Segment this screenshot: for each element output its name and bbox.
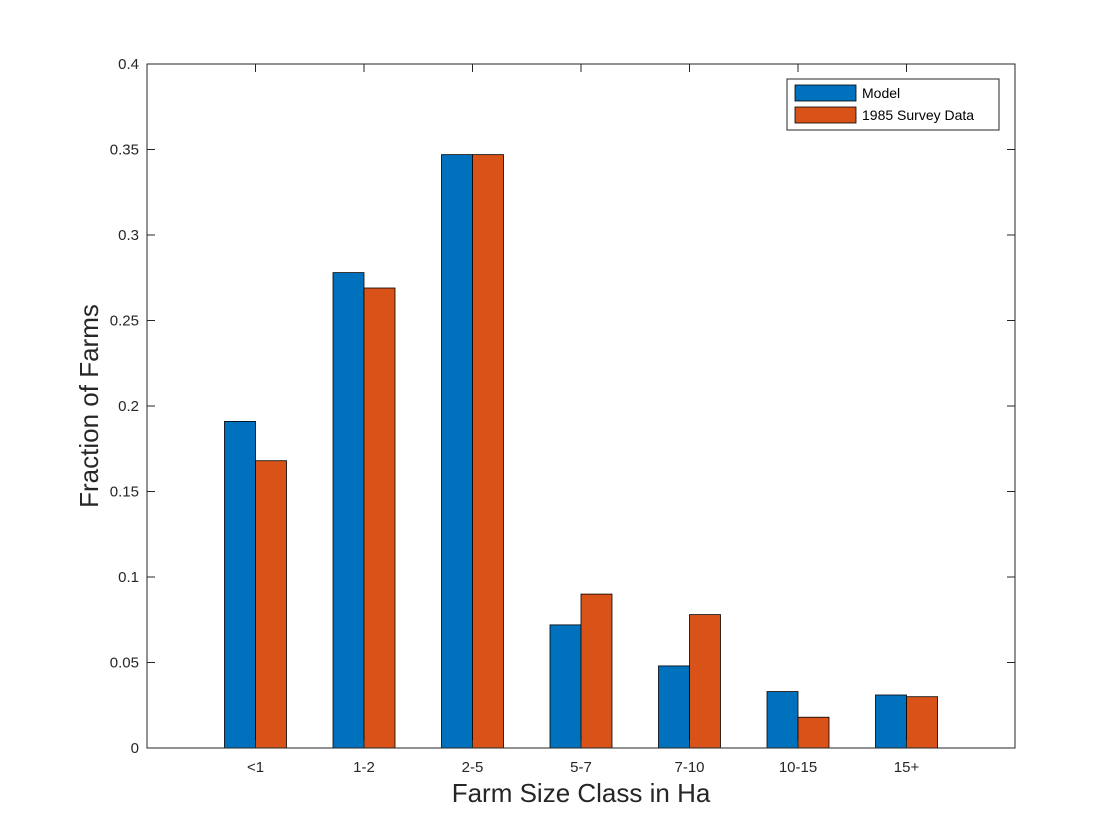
y-tick-label: 0.05 (110, 655, 139, 672)
bar-survey-2 (472, 154, 504, 749)
x-axis-title: Farm Size Class in Ha (452, 778, 711, 808)
x-tick-label: 2-5 (462, 759, 484, 776)
bar-model-6 (875, 694, 907, 749)
bar-survey-0 (255, 460, 287, 749)
legend-label-survey: 1985 Survey Data (862, 107, 974, 123)
bar-survey-5 (797, 716, 830, 749)
y-tick-label: 0.4 (118, 56, 139, 73)
x-axis: <1 1-2 2-5 5-7 7-10 10-15 15+ (247, 64, 920, 776)
x-tick-label: <1 (247, 759, 264, 776)
legend-swatch-survey (794, 106, 857, 124)
legend: Model 1985 Survey Data (786, 78, 1000, 131)
bar-survey-4 (689, 614, 721, 749)
legend-label-model: Model (862, 85, 900, 101)
y-tick-label: 0.2 (118, 398, 139, 415)
x-tick-label: 7-10 (674, 759, 704, 776)
y-tick-label: 0 (131, 740, 139, 757)
y-tick-label: 0.35 (110, 142, 139, 159)
x-tick-label: 5-7 (570, 759, 592, 776)
bar-model-2 (441, 154, 473, 749)
bar-model-5 (766, 691, 799, 749)
y-axis: 0 0.05 0.1 0.15 0.2 0.25 0.3 0.35 0.4 (110, 56, 1015, 757)
y-tick-label: 0.1 (118, 569, 139, 586)
bars-group (224, 154, 938, 749)
bar-model-4 (658, 665, 690, 749)
y-tick-label: 0.15 (110, 484, 139, 501)
bar-survey-6 (906, 696, 938, 749)
y-axis-title: Fraction of Farms (74, 304, 104, 508)
bar-survey-3 (580, 593, 613, 749)
bar-model-3 (549, 624, 582, 749)
bar-model-1 (332, 272, 365, 749)
y-tick-label: 0.25 (110, 313, 139, 330)
y-tick-label: 0.3 (118, 227, 139, 244)
bar-survey-1 (363, 287, 396, 749)
x-tick-label: 1-2 (353, 759, 375, 776)
legend-swatch-model (794, 84, 857, 102)
x-tick-label: 10-15 (779, 759, 817, 776)
bar-model-0 (224, 420, 256, 749)
x-tick-label: 15+ (894, 759, 920, 776)
